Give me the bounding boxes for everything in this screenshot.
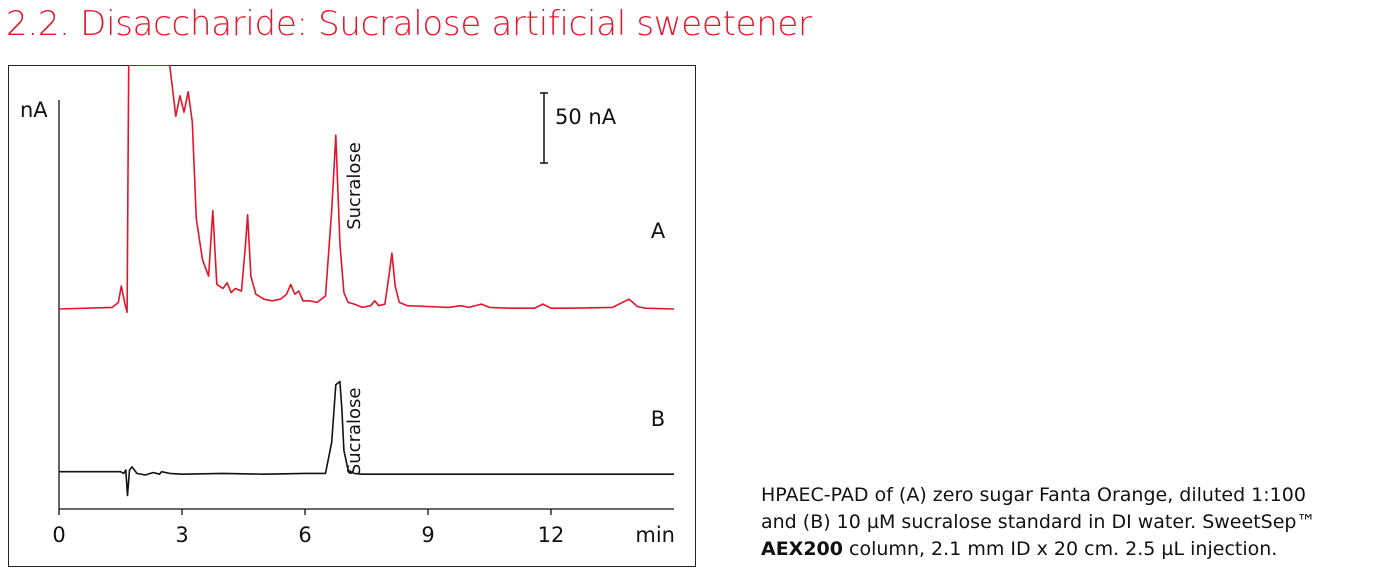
x-tick-label: 6 [298,523,311,547]
series-labels: AB [651,219,666,431]
x-tick-label: 12 [538,523,565,547]
series-label-a: A [651,219,666,243]
traces [58,65,675,497]
x-tick-label: 9 [421,523,434,547]
x-tick-label: 3 [175,523,188,547]
trace-b [59,380,674,497]
caption-line-2: and (B) 10 µM sucralose standard in DI w… [761,511,1316,533]
caption-column-name: AEX200 [761,538,843,560]
scale-bar: 50 nA [540,92,617,164]
caption-line-3: AEX200 column, 2.1 mm ID x 20 cm. 2.5 µL… [761,536,1381,563]
section-title: 2.2. Disaccharide: Sucralose artificial … [6,4,812,44]
peak-annotations: Sucralose Sucralose [344,142,365,475]
caption-line-3-rest: column, 2.1 mm ID x 20 cm. 2.5 µL inject… [843,538,1278,560]
trace-a [58,65,675,314]
scale-bar-label: 50 nA [555,105,617,129]
series-label-b: B [651,407,665,431]
chromatogram-chart: nA min 0 3 6 9 12 50 nA AB SucraloseSucralos… [20,65,675,547]
chart-frame [8,65,696,567]
caption-line-1: HPAEC-PAD of (A) zero sugar Fanta Orange… [761,484,1306,506]
x-ticks: 0 3 6 9 12 [52,509,564,547]
y-axis-label: nA [20,98,48,122]
x-axis-label: min [635,523,675,547]
x-tick-label: 0 [52,523,65,547]
figure-caption: HPAEC-PAD of (A) zero sugar Fanta Orange… [761,482,1381,563]
peak-label-b: Sucralose [344,388,365,476]
peak-label-a: Sucralose [344,142,365,230]
